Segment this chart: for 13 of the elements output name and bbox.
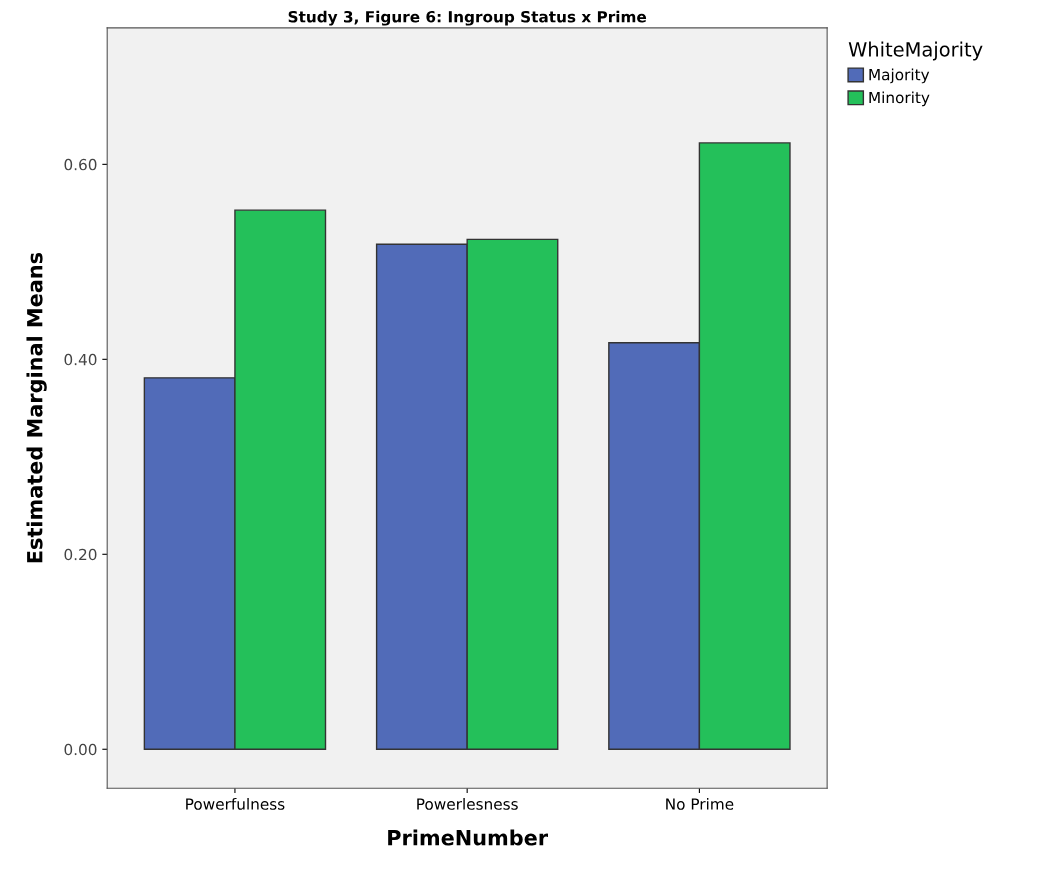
- x-tick-label: Powerfulness: [186, 797, 285, 810]
- legend-label: Minority: [869, 91, 930, 107]
- y-tick-label: 0.20: [64, 548, 97, 561]
- legend-title: WhiteMajority: [848, 41, 983, 61]
- x-tick-label: No Prime: [666, 797, 734, 810]
- y-tick-label: 0.00: [64, 743, 97, 756]
- y-axis-title: Estimated Marginal Means: [26, 252, 47, 563]
- x-axis-title: PrimeNumber: [388, 829, 549, 846]
- y-tick-label: 0.40: [64, 353, 97, 366]
- x-tick-label: Powerlesness: [417, 797, 518, 810]
- chart-title: Study 3, Figure 6: Ingroup Status x Prime: [288, 10, 647, 26]
- legend-label: Majority: [869, 68, 930, 84]
- y-tick-label: 0.60: [64, 158, 97, 171]
